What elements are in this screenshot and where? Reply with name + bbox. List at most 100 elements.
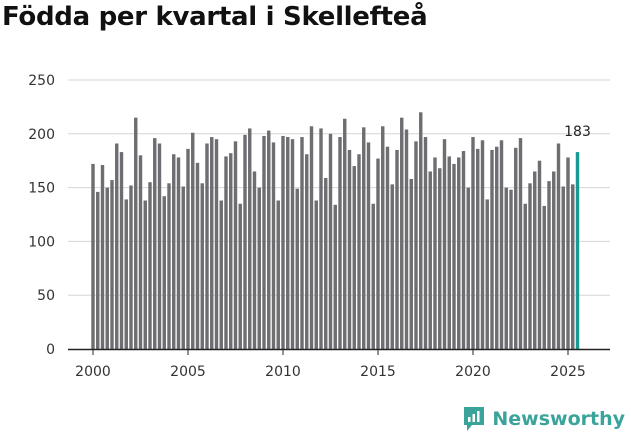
bar xyxy=(556,143,561,349)
bar xyxy=(362,127,366,349)
bar xyxy=(400,117,404,349)
bar xyxy=(129,185,133,349)
bar xyxy=(561,186,565,349)
bar xyxy=(233,141,238,349)
bar xyxy=(390,184,394,349)
bar xyxy=(105,187,109,349)
bar xyxy=(186,148,190,349)
bar xyxy=(571,184,575,349)
bar xyxy=(547,181,551,349)
bar xyxy=(518,138,523,349)
bar xyxy=(243,134,247,349)
bar xyxy=(495,146,499,349)
brand-name: Newsworthy xyxy=(492,408,625,430)
x-tick-label: 2015 xyxy=(360,364,396,380)
bar xyxy=(490,149,494,349)
bar xyxy=(442,139,447,349)
bar xyxy=(552,171,556,349)
bar xyxy=(480,140,485,349)
x-tick-label: 2020 xyxy=(455,364,491,380)
bar xyxy=(267,130,271,349)
bar xyxy=(157,143,162,349)
bar xyxy=(295,188,299,349)
bar xyxy=(471,137,475,349)
bar xyxy=(433,157,437,349)
bar xyxy=(238,203,242,349)
bar xyxy=(499,140,504,349)
newsworthy-logo: Newsworthy xyxy=(462,405,625,433)
bar xyxy=(333,204,337,349)
bar xyxy=(224,156,228,349)
bar xyxy=(119,152,124,349)
bar xyxy=(542,205,546,349)
bar xyxy=(309,126,314,350)
bar xyxy=(286,137,290,349)
bar xyxy=(200,183,204,349)
bar xyxy=(457,157,461,349)
y-tick-label: 150 xyxy=(28,181,55,197)
bar-highlight xyxy=(575,152,580,349)
bar xyxy=(219,200,223,349)
bar xyxy=(134,117,138,349)
bar xyxy=(153,138,157,349)
bar xyxy=(504,187,508,349)
bar xyxy=(96,191,100,349)
bar xyxy=(537,160,542,349)
bar xyxy=(143,200,147,349)
bar xyxy=(124,199,128,349)
y-tick-label: 250 xyxy=(28,73,55,89)
bar xyxy=(523,203,527,349)
chart-title: Födda per kvartal i Skellefteå xyxy=(2,2,428,32)
x-tick-label: 2025 xyxy=(550,364,586,380)
bar xyxy=(110,180,114,349)
bar xyxy=(319,128,323,349)
bar xyxy=(528,183,532,349)
y-tick-label: 200 xyxy=(28,127,55,143)
bar xyxy=(167,183,171,349)
bar xyxy=(300,137,304,349)
bar xyxy=(366,142,371,349)
bar xyxy=(115,143,119,349)
bar xyxy=(371,203,375,349)
bar xyxy=(91,163,95,349)
bar xyxy=(438,168,442,349)
bar xyxy=(395,149,399,349)
bar xyxy=(423,137,428,349)
bar xyxy=(276,200,280,349)
bar xyxy=(181,186,185,349)
bar xyxy=(271,142,276,349)
bar xyxy=(352,166,356,349)
bar xyxy=(138,155,143,349)
bar xyxy=(252,171,257,349)
bar xyxy=(376,158,380,349)
bar xyxy=(347,149,352,349)
x-tick-label: 2010 xyxy=(265,364,301,380)
bar xyxy=(414,141,418,349)
bar xyxy=(281,135,285,349)
bar xyxy=(214,139,219,349)
bar xyxy=(162,196,166,349)
bar xyxy=(485,199,489,349)
bar xyxy=(314,200,318,349)
bar xyxy=(100,165,105,349)
bar xyxy=(229,153,233,349)
newsworthy-chart-icon xyxy=(464,407,485,431)
bar xyxy=(195,162,200,349)
bar xyxy=(428,171,432,349)
bar xyxy=(509,189,513,349)
bar xyxy=(338,137,342,349)
bar xyxy=(357,154,361,349)
bar xyxy=(172,154,176,349)
x-tick-label: 2005 xyxy=(170,364,206,380)
x-tick-label: 2000 xyxy=(75,364,111,380)
bar xyxy=(419,112,423,349)
bar xyxy=(343,118,347,350)
bar xyxy=(409,178,413,349)
y-tick-label: 100 xyxy=(28,234,55,250)
bar xyxy=(305,154,309,349)
bar xyxy=(381,126,385,350)
bar xyxy=(262,135,266,349)
bar xyxy=(466,187,470,349)
bar xyxy=(476,148,480,349)
